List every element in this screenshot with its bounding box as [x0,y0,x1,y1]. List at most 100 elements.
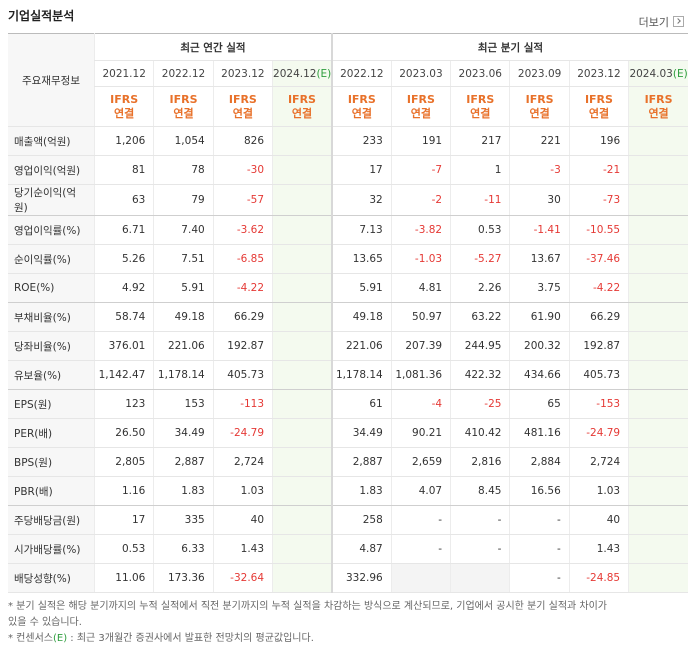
empty-cell [272,215,332,245]
scope: 연결 [232,106,253,120]
value-cell: 49.18 [330,302,392,332]
header-row: 주요재무정보 최근 연간 실적 최근 분기 실적 [8,33,688,127]
row-label: BPS(원) [8,447,95,477]
value-cell: 1,178.14 [153,360,214,390]
value-cell: - [509,534,570,564]
data-row: 부채비율(%) 58.74 49.18 66.29 49.18 50.97 63.22 61.… [8,302,688,332]
value-cell: 2,724 [212,447,273,477]
value-cell: 78 [153,155,214,185]
more-link[interactable]: 더보기 [639,14,684,30]
scope: 연결 [588,106,610,120]
standard: IFRS [525,92,554,106]
value-cell: -3 [509,155,570,185]
value-cell: 6.71 [93,215,154,245]
basis: IFRS 연결 [93,86,154,127]
header-row: IFRS 연결 IFRS 연결 IFRS 연결 IFRS 연결 IFRS 연결 IFRS 연결 IFRS… [8,86,688,127]
header-row: 2021.12 2022.12 2023.12 2024.12(E) 2022.12 20… [8,60,688,87]
empty-cell [628,505,688,535]
data-row: 순이익률(%) 5.26 7.51 -6.85 13.65 -1.03 -5.27 13.67… [8,244,688,274]
empty-cell [628,476,688,506]
section-title: 기업실적분석 [8,9,75,23]
basis: IFRS 연결 [390,86,451,127]
more-text[interactable]: 더보기 [638,16,669,29]
value-cell: -4 [390,389,451,419]
value-cell: 1.43 [212,534,273,564]
value-cell: -3.82 [390,215,451,245]
value-cell: 244.95 [450,331,510,361]
notes: * 분기 실적은 해당 분기까지의 누적 실적에서 직전 분기까지의 누적 실적… [8,599,608,647]
value-cell: 153 [153,389,214,419]
value-cell: -11 [450,184,510,216]
data-row: 당좌비율(%) 376.01 221.06 192.87 221.06 207.39 244… [8,331,688,361]
value-cell: 200.32 [509,331,570,361]
value-cell: -4.22 [568,273,629,303]
value-cell: 5.91 [153,273,214,303]
value-cell: - [390,505,451,535]
period: 2023.06 [450,60,510,87]
value-cell: 376.01 [93,331,154,361]
data-row: 매출액(억원) 1,206 1,054 826 233 191 217 221 196 [8,126,688,156]
value-cell: 50.97 [390,302,451,332]
value-cell: 49.18 [153,302,214,332]
value-cell: 63.22 [450,302,510,332]
empty-cell [272,331,332,361]
value-cell: 233 [330,126,392,156]
value-cell: 221 [509,126,570,156]
note: * 컨센서스(E) : 최근 3개월간 증권사에서 발표한 전망치의 평균값입니… [8,631,608,647]
empty-cell [628,563,688,593]
value-cell: 11.06 [93,563,154,593]
value-cell: 61 [330,389,392,419]
data-row: 주당배당금(원) 17 335 40 258- - -40 [8,505,688,535]
value-cell: -30 [212,155,273,185]
value-cell: 16.56 [509,476,570,506]
empty-cell [628,418,688,448]
value-cell: -4.22 [212,273,273,303]
data-row: 영업이익률(%) 6.71 7.40 -3.62 7.13 -3.82 0.53 -1.41-… [8,215,688,245]
empty-cell [272,389,332,419]
row-label: 영업이익률(%) [8,215,95,245]
value-cell: -24.79 [212,418,273,448]
value-cell: 258 [330,505,392,535]
value-cell: 81 [93,155,154,185]
row-label: ROE(%) [8,273,95,303]
empty-cell [272,418,332,448]
empty-cell [450,563,510,593]
row-label: 유보율(%) [8,360,95,390]
row-label: EPS(원) [8,389,95,419]
value-cell: 2.26 [450,273,510,303]
value-cell: 332.96 [330,563,392,593]
financial-table: 주요재무정보 최근 연간 실적 최근 분기 실적 2021.12 2022.12 2023… [8,33,688,593]
value-cell: -57 [212,184,273,216]
scope: 연결 [410,106,432,120]
note: * 분기 실적은 해당 분기까지의 누적 실적에서 직전 분기까지의 누적 실적… [8,599,608,631]
value-cell: 405.73 [212,360,273,390]
value-cell: -153 [568,389,629,419]
value-cell: 405.73 [568,360,629,390]
value-cell: 17 [330,155,392,185]
value-cell: 207.39 [390,331,451,361]
value-cell: 65 [509,389,570,419]
empty-cell [628,331,688,361]
value-cell: -73 [568,184,629,216]
more-icon[interactable] [673,16,684,27]
value-cell: 173.36 [153,563,214,593]
basis: IFRS 연결 [450,86,510,127]
empty-cell [628,215,688,245]
value-cell: -5.27 [450,244,510,274]
note-text: : 최근 3개월간 증권사에서 발표한 전망치의 평균값입니다. [67,633,314,644]
row-label: 당좌비율(%) [8,331,95,361]
value-cell: -21 [568,155,629,185]
value-cell: -24.85 [568,563,629,593]
period: 2023.03 [390,60,451,87]
standard: IFRS [347,92,376,106]
value-cell: 1,178.14 [330,360,392,390]
value-cell: -113 [212,389,273,419]
basis: IFRS 연결 [153,86,214,127]
value-cell: 335 [153,505,214,535]
value-cell: 1,206 [93,126,154,156]
empty-cell [628,273,688,303]
value-cell: 1,142.47 [93,360,154,390]
value-cell: 1.83 [153,476,214,506]
value-cell: 1.03 [212,476,273,506]
value-cell: 0.53 [450,215,510,245]
